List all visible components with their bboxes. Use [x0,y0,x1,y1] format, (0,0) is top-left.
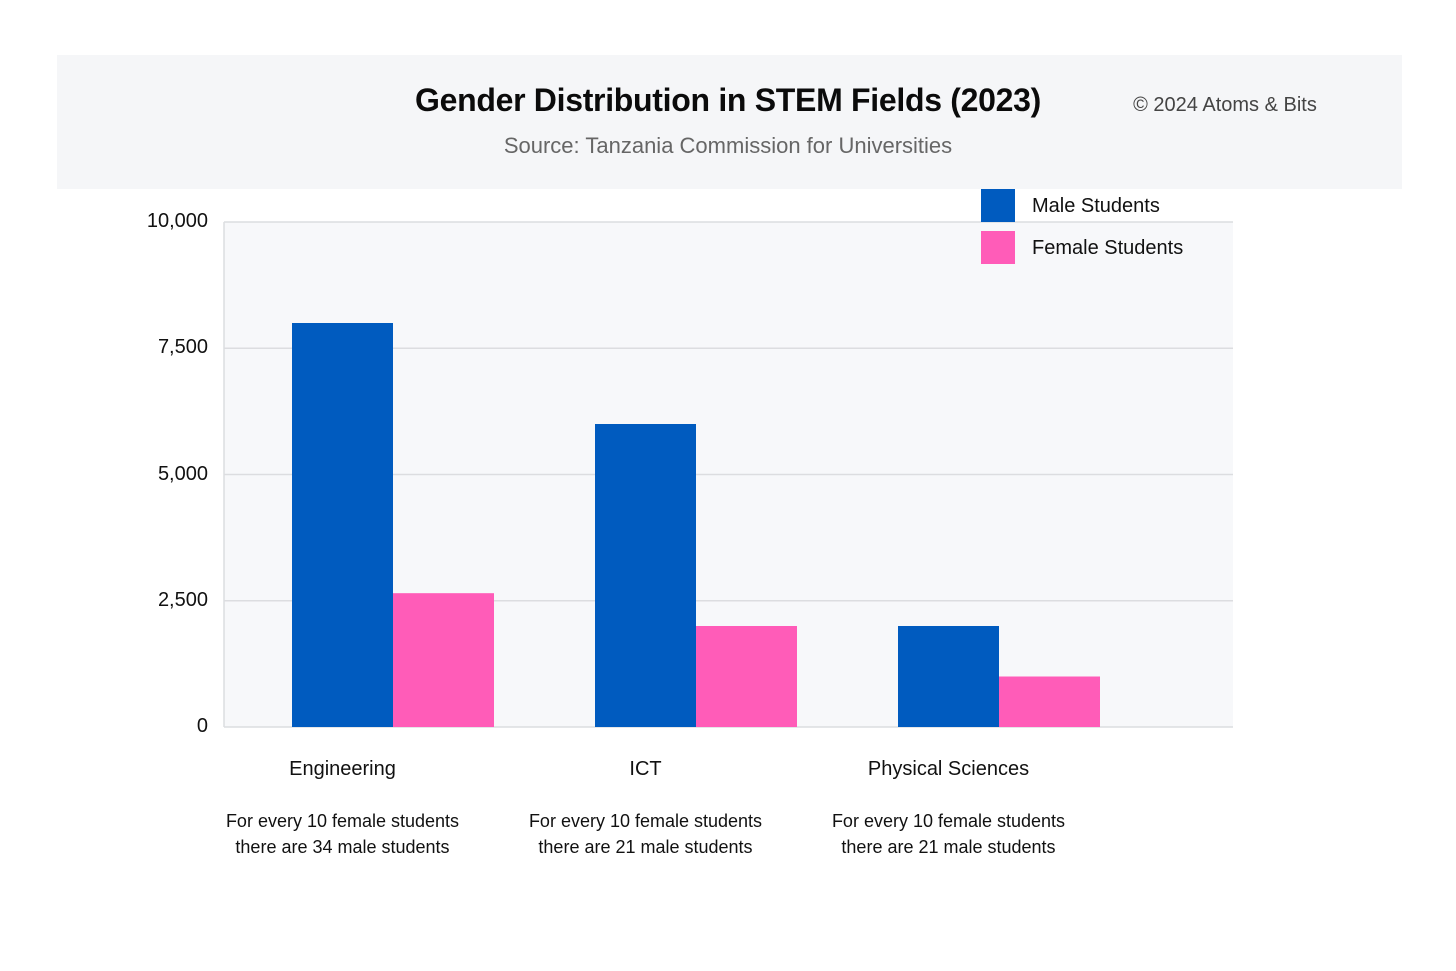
legend-item-female: Female Students [981,231,1221,264]
bar-engineering-female [393,593,494,727]
x-category-label: Engineering [289,758,396,780]
x-category-label: ICT [629,758,662,780]
bar-ict-female [696,626,797,727]
annotation-line-2: there are 34 male students [235,837,450,857]
bar-engineering-male [292,323,393,727]
y-tick-label: 0 [196,715,208,737]
legend-swatch-female [981,231,1015,264]
y-tick-label: 5,000 [157,462,208,485]
chart-title: Gender Distribution in STEM Fields (2023… [414,82,1041,118]
copyright-notice: © 2024 Atoms & Bits [1133,94,1317,116]
legend-item-male: Male Students [981,189,1221,222]
bar-physical-sciences-male [898,626,999,727]
legend-label-female: Female Students [1032,237,1184,259]
annotation-line-1: For every 10 female students [528,811,763,831]
annotation-line-1: For every 10 female students [225,811,460,831]
chart-subtitle: Source: Tanzania Commission for Universi… [503,133,953,158]
x-category-label: Physical Sciences [867,758,1030,780]
bar-physical-sciences-female [999,676,1100,727]
annotation-line-2: there are 21 male students [841,837,1056,857]
y-tick-label: 7,500 [157,336,208,359]
annotation-line-2: there are 21 male students [538,837,753,857]
category-annotation: For every 10 female students there are 34… [193,808,493,860]
y-tick-label: 2,500 [157,588,208,611]
category-annotation: For every 10 female students there are 21… [799,808,1099,860]
header-band [57,55,1402,189]
legend-label-male: Male Students [1032,195,1160,217]
category-annotation: For every 10 female students there are 21… [496,808,796,860]
y-tick-label: 10,000 [146,210,208,232]
annotation-line-1: For every 10 female students [831,811,1066,831]
legend-swatch-male [981,189,1015,222]
bar-ict-male [595,424,696,727]
